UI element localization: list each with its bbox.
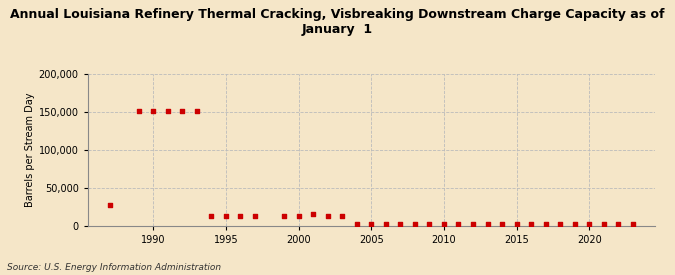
Point xyxy=(221,214,232,218)
Point xyxy=(133,109,144,114)
Point xyxy=(293,213,304,218)
Point xyxy=(628,222,639,226)
Point xyxy=(570,222,580,227)
Point xyxy=(526,222,537,227)
Point xyxy=(511,222,522,227)
Text: Annual Louisiana Refinery Thermal Cracking, Visbreaking Downstream Charge Capaci: Annual Louisiana Refinery Thermal Cracki… xyxy=(10,8,665,36)
Point xyxy=(395,222,406,227)
Point xyxy=(584,222,595,227)
Point xyxy=(104,203,115,207)
Point xyxy=(381,222,392,227)
Point xyxy=(468,222,479,227)
Point xyxy=(235,214,246,219)
Point xyxy=(555,222,566,227)
Point xyxy=(366,222,377,226)
Point xyxy=(279,214,290,219)
Text: Source: U.S. Energy Information Administration: Source: U.S. Energy Information Administ… xyxy=(7,263,221,272)
Point xyxy=(482,222,493,227)
Point xyxy=(410,222,421,227)
Point xyxy=(206,214,217,218)
Point xyxy=(162,109,173,114)
Point xyxy=(599,222,610,227)
Point xyxy=(308,212,319,216)
Point xyxy=(351,222,362,226)
Y-axis label: Barrels per Stream Day: Barrels per Stream Day xyxy=(24,93,34,207)
Point xyxy=(322,213,333,218)
Point xyxy=(453,222,464,227)
Point xyxy=(497,222,508,227)
Point xyxy=(439,222,450,227)
Point xyxy=(192,109,202,114)
Point xyxy=(177,109,188,114)
Point xyxy=(540,222,551,227)
Point xyxy=(613,222,624,226)
Point xyxy=(424,222,435,227)
Point xyxy=(337,213,348,218)
Point xyxy=(250,213,261,218)
Point xyxy=(148,109,159,114)
